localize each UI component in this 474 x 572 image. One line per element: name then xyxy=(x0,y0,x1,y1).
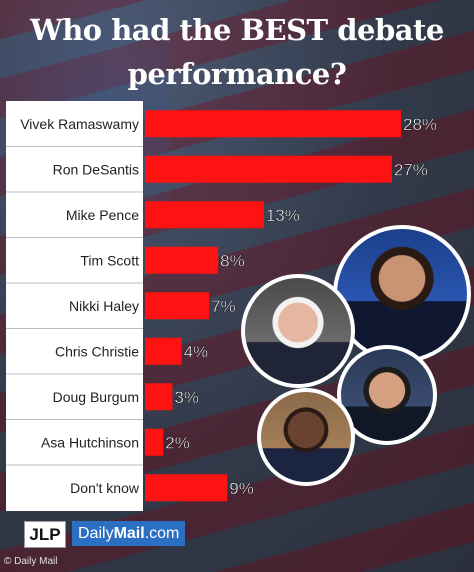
category-label: Ron DeSantis xyxy=(53,161,139,177)
category-label: Don't know xyxy=(70,480,140,496)
dailymail-logo: DailyMail.com xyxy=(72,521,186,546)
data-label: 28% xyxy=(403,115,437,134)
ron-desantis-photo xyxy=(337,345,437,445)
label-column xyxy=(6,101,143,511)
bar xyxy=(145,428,164,456)
bar xyxy=(145,292,209,320)
mike-pence-photo xyxy=(241,274,355,388)
bar xyxy=(145,201,264,229)
bar-chart: Vivek Ramaswamy 28% Ron DeSantis 27% Mike Pe… xyxy=(6,110,437,502)
bar xyxy=(145,246,219,274)
data-label: 8% xyxy=(220,251,245,270)
bar xyxy=(145,155,392,183)
category-label: Vivek Ramaswamy xyxy=(20,116,139,132)
tim-scott-photo xyxy=(257,388,355,486)
bar xyxy=(145,110,401,138)
logo-bar: JLP DailyMail.com xyxy=(24,521,186,548)
category-label: Tim Scott xyxy=(80,252,139,268)
data-label: 9% xyxy=(229,479,254,498)
category-label: Chris Christie xyxy=(55,343,139,359)
category-label: Doug Burgum xyxy=(53,389,139,405)
category-label: Nikki Haley xyxy=(69,298,139,314)
bar xyxy=(145,383,173,411)
data-label: 27% xyxy=(394,160,428,179)
data-label: 7% xyxy=(211,297,236,316)
data-label: 3% xyxy=(174,388,199,407)
category-label: Mike Pence xyxy=(66,207,139,223)
bar xyxy=(145,474,228,502)
data-label: 2% xyxy=(165,433,190,452)
bar xyxy=(145,337,182,365)
jlp-logo: JLP xyxy=(24,521,66,548)
chart-title: Who had the BEST debate performance? xyxy=(30,13,444,91)
data-label: 4% xyxy=(184,342,209,361)
data-label: 13% xyxy=(266,206,300,225)
credit-text: © Daily Mail xyxy=(4,556,58,567)
category-label: Asa Hutchinson xyxy=(41,434,139,450)
